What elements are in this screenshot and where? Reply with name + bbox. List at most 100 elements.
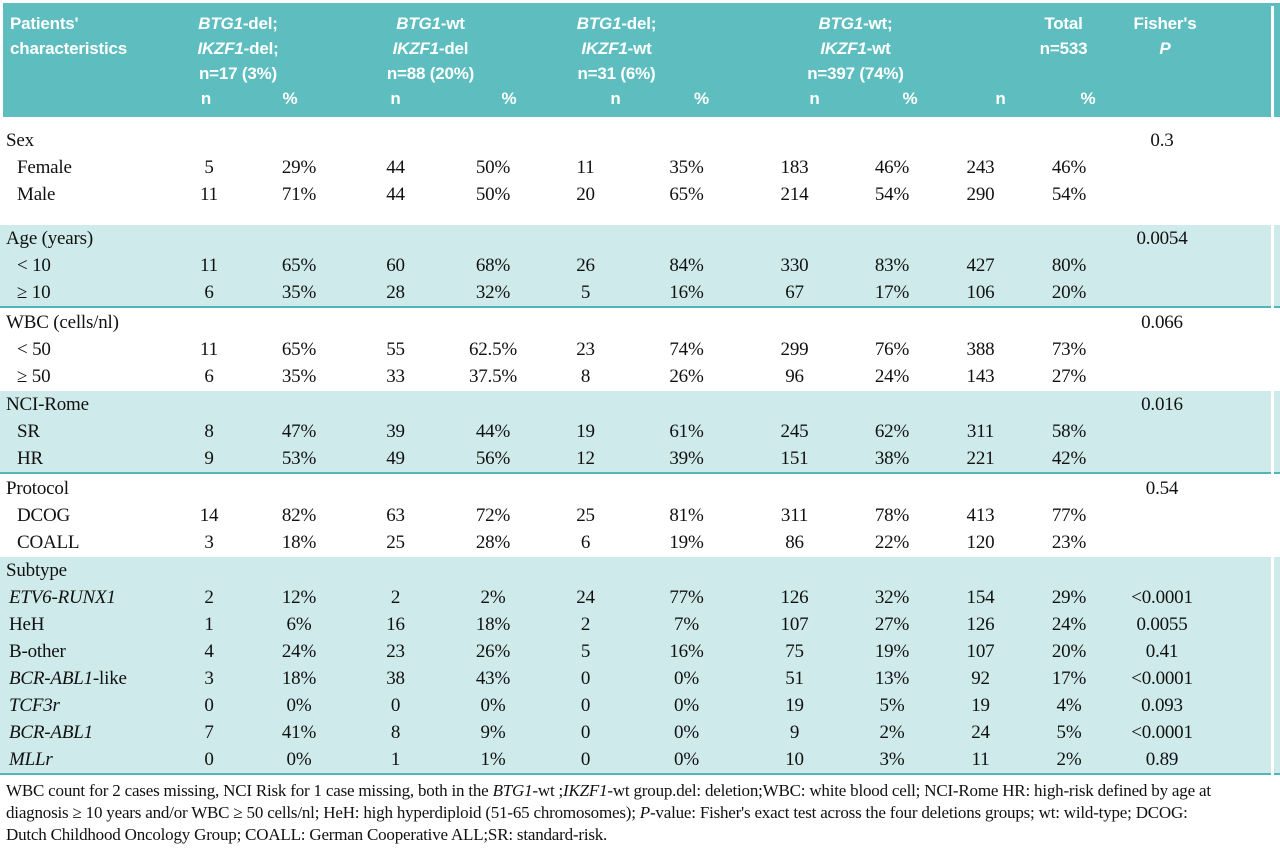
percent-value-cell: 32%	[475, 281, 511, 303]
section-header-row: NCI-Rome 0.016	[0, 391, 1280, 418]
section-title: Sex	[6, 129, 34, 151]
percent-value-cell: 27%	[874, 613, 910, 635]
subheader-n: n	[610, 89, 621, 108]
n-value-cell: 0	[580, 694, 591, 716]
percent-value-cell: 20%	[1051, 640, 1087, 662]
row-label: HR	[17, 447, 43, 469]
row-label: < 10	[17, 254, 51, 276]
percent-value-cell: 81%	[669, 504, 704, 526]
percent-value-cell: 35%	[281, 281, 317, 303]
n-value-cell: 23	[576, 338, 595, 360]
n-value-cell: 299	[780, 338, 809, 360]
group-header-line: BTG1-wt	[396, 14, 465, 33]
percent-value-cell: 0%	[480, 694, 506, 716]
n-value-cell: 86	[785, 531, 804, 553]
n-value-cell: 5	[580, 281, 591, 303]
total-label: Total	[1044, 14, 1083, 33]
subheader-n: n	[995, 89, 1006, 108]
percent-value-cell: 0%	[286, 748, 312, 770]
n-value-cell: 28	[386, 281, 405, 303]
section-header-row: Age (years) 0.0054	[0, 225, 1280, 252]
n-value-cell: 10	[785, 748, 804, 770]
n-value-cell: 0	[580, 721, 591, 743]
percent-value-cell: 2%	[480, 586, 506, 608]
percent-value-cell: 5%	[1056, 721, 1082, 743]
section-header-row: Sex 0.3	[0, 127, 1280, 154]
patient-characteristics-table: Patients' characteristics BTG1-del; IKZF1…	[0, 3, 1280, 846]
n-value-cell: 11	[200, 183, 218, 205]
percent-value-cell: 35%	[669, 156, 704, 178]
percent-value-cell: 18%	[281, 531, 317, 553]
n-value-cell: 11	[971, 748, 990, 770]
percent-value-cell: 46%	[874, 156, 910, 178]
percent-value-cell: 61%	[669, 420, 704, 442]
n-value-cell: 6	[580, 531, 591, 553]
subheader-percent: %	[1080, 89, 1096, 108]
percent-value-cell: 46%	[1051, 156, 1087, 178]
percent-value-cell: 0%	[674, 721, 699, 743]
percent-value-cell: 24%	[874, 365, 910, 387]
n-value-cell: 3	[204, 531, 214, 553]
n-value-cell: 39	[386, 420, 405, 442]
percent-value-cell: 18%	[475, 613, 511, 635]
n-value-cell: 26	[576, 254, 595, 276]
n-value-cell: 24	[971, 721, 990, 743]
n-value-cell: 0	[580, 667, 591, 689]
percent-value-cell: 17%	[1051, 667, 1087, 689]
n-value-cell: 92	[971, 667, 990, 689]
n-value-cell: 11	[200, 254, 218, 276]
n-value-cell: 6	[204, 365, 214, 387]
footnote-line: Dutch Childhood Oncology Group; COALL: G…	[6, 825, 608, 844]
row-label: SR	[17, 420, 40, 442]
n-value-cell: 6	[204, 281, 214, 303]
subheader-n: n	[390, 89, 401, 108]
p-value-cell: 0.0054	[1136, 227, 1188, 249]
percent-value-cell: 47%	[281, 420, 317, 442]
percent-value-cell: 42%	[1051, 447, 1087, 469]
percent-value-cell: 13%	[874, 667, 910, 689]
percent-value-cell: 19%	[669, 531, 704, 553]
percent-value-cell: 54%	[1051, 183, 1087, 205]
percent-value-cell: 20%	[1051, 281, 1087, 303]
section-title: NCI-Rome	[6, 393, 89, 415]
n-value-cell: 25	[386, 531, 405, 553]
percent-value-cell: 24%	[1051, 613, 1087, 635]
n-value-cell: 96	[785, 365, 804, 387]
percent-value-cell: 0%	[674, 667, 699, 689]
n-value-cell: 8	[390, 721, 401, 743]
table-row: MLLr 0 0% 1 1% 0 0% 10 3% 11 2% 0.89	[0, 746, 1280, 773]
percent-value-cell: 68%	[475, 254, 511, 276]
subheader-n: n	[809, 89, 820, 108]
table-row: Male 11 71% 44 50% 20 65% 214 54% 290 54%	[0, 181, 1280, 208]
n-value-cell: 16	[386, 613, 405, 635]
percent-value-cell: 76%	[874, 338, 910, 360]
table-row: DCOG 14 82% 63 72% 25 81% 311 78% 413 77%	[0, 502, 1280, 529]
p-value-cell: 0.016	[1141, 393, 1183, 415]
n-value-cell: 0	[390, 694, 401, 716]
p-value-cell: <0.0001	[1131, 586, 1193, 608]
p-value-cell: <0.0001	[1131, 721, 1193, 743]
percent-value-cell: 0%	[674, 748, 699, 770]
percent-value-cell: 41%	[281, 721, 317, 743]
percent-value-cell: 58%	[1051, 420, 1087, 442]
n-value-cell: 120	[966, 531, 995, 553]
percent-value-cell: 83%	[874, 254, 910, 276]
table-row: B-other 4 24% 23 26% 5 16% 75 19% 107 20% 0.41	[0, 638, 1280, 665]
group-header-line: BTG1-wt;	[818, 14, 893, 33]
n-value-cell: 143	[966, 365, 995, 387]
percent-value-cell: 6%	[286, 613, 312, 635]
percent-value-cell: 32%	[874, 586, 910, 608]
n-value-cell: 63	[386, 504, 405, 526]
corner-header: Patients' characteristics	[3, 11, 168, 86]
table-row: < 10 11 65% 60 68% 26 84% 330 83% 427 80%	[0, 252, 1280, 279]
table-row: < 50 11 65% 55 62.5% 23 74% 299 76% 388 73%	[0, 336, 1280, 363]
percent-value-cell: 71%	[281, 183, 317, 205]
subheader-n: n	[200, 89, 212, 108]
n-value-cell: 67	[785, 281, 804, 303]
subheader-percent: %	[694, 89, 709, 108]
group-header-btg1del-ikzf1wt: BTG1-del; IKZF1-wt n=31 (6%)	[543, 11, 745, 86]
group-header-line: IKZF1-wt	[581, 39, 652, 58]
section-header-row: Protocol 0.54	[0, 475, 1280, 502]
percent-value-cell: 29%	[281, 156, 317, 178]
percent-value-cell: 2%	[879, 721, 905, 743]
